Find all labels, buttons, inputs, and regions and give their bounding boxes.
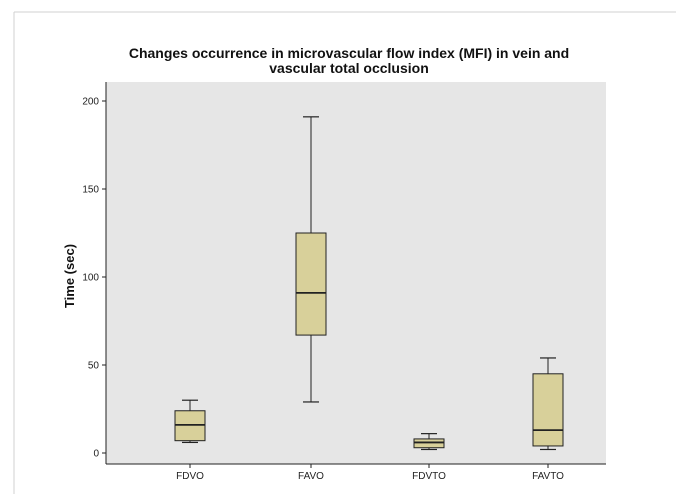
box-favo <box>295 116 327 403</box>
iqr-box <box>295 232 327 336</box>
y-tick-label: 200 <box>82 97 99 108</box>
y-axis: 0 50 100 150 200 <box>82 82 107 464</box>
box-series <box>174 116 564 451</box>
x-tick-label: FDVTO <box>412 471 446 482</box>
y-axis-label: Time (sec) <box>62 244 77 308</box>
y-tick-label: 100 <box>82 273 99 284</box>
chart-title-line-1: Changes occurrence in microvascular flow… <box>129 45 569 61</box>
x-tick-label: FAVTO <box>532 471 564 482</box>
box-fdvo <box>174 399 206 444</box>
box-fdvto <box>413 433 445 451</box>
x-tick-label: FAVO <box>298 471 324 482</box>
y-tick-label: 50 <box>88 361 100 372</box>
iqr-box <box>532 373 564 447</box>
x-tick-label: FDVO <box>176 471 204 482</box>
box-favto <box>532 357 564 451</box>
plot-area <box>106 82 606 464</box>
y-tick-label: 150 <box>82 185 99 196</box>
y-tick-label: 0 <box>93 449 99 460</box>
x-axis: FDVO FAVO FDVTO FAVTO <box>106 463 606 482</box>
chart-title-line-2: vascular total occlusion <box>269 60 429 76</box>
